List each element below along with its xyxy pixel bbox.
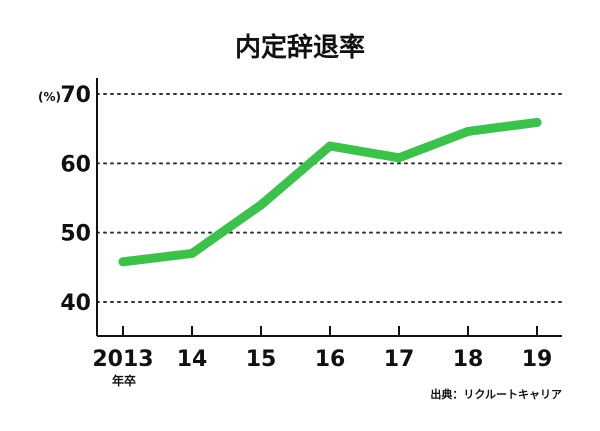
y-tick-70: 70 <box>60 83 91 108</box>
y-tick-60: 60 <box>60 152 91 177</box>
data-point-16 <box>325 141 335 151</box>
y-tick-50: 50 <box>60 222 91 247</box>
chart-title: 内定辞退率 <box>235 32 365 63</box>
x-tick-14: 14 <box>177 347 208 372</box>
data-point-14 <box>187 248 197 258</box>
x-tick-labels: 2013 14 15 16 17 18 19 <box>92 347 552 372</box>
x-sublabel: 年卒 <box>112 373 136 388</box>
x-tick-16: 16 <box>315 347 346 372</box>
x-tick-18: 18 <box>453 347 484 372</box>
data-point-2013 <box>118 257 128 267</box>
data-point-19 <box>532 117 542 127</box>
grid-lines <box>96 93 563 303</box>
y-tick-40: 40 <box>60 291 91 316</box>
data-point-17 <box>394 153 404 163</box>
data-series <box>118 117 542 267</box>
source-note: 出典：リクルートキャリア <box>430 387 562 401</box>
y-unit-label: (%) <box>38 90 61 104</box>
data-point-18 <box>463 126 473 136</box>
x-tick-2013: 2013 <box>92 347 153 372</box>
x-tick-15: 15 <box>246 347 277 372</box>
axes <box>96 78 562 337</box>
x-tick-17: 17 <box>384 347 415 372</box>
x-tick-19: 19 <box>522 347 553 372</box>
y-tick-labels: 40 50 60 70 <box>60 83 91 316</box>
data-point-15 <box>256 200 266 210</box>
